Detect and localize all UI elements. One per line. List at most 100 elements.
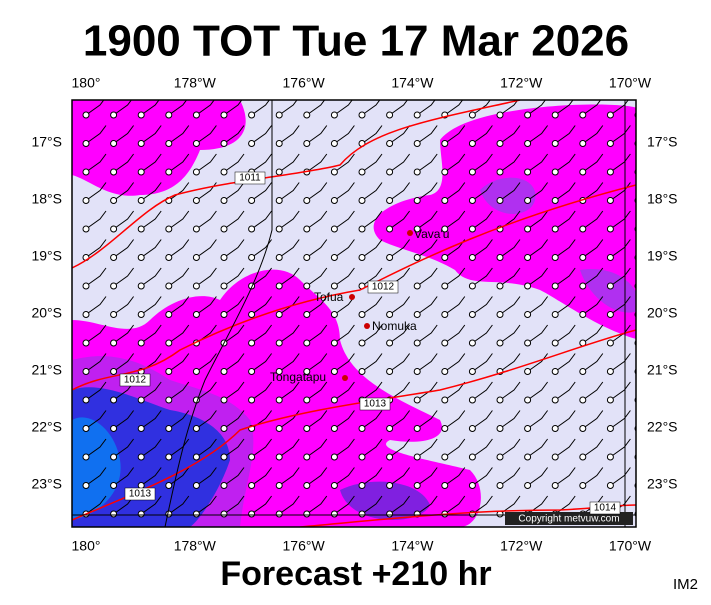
barb-station <box>358 168 366 176</box>
y-axis-label-right: 17°S <box>647 134 678 150</box>
barb-station <box>524 368 532 375</box>
wind-barb <box>554 467 576 486</box>
wind-barb <box>389 125 410 144</box>
wind-barb <box>582 296 604 315</box>
barb-station <box>579 482 587 489</box>
wind-barb <box>85 125 107 144</box>
wind-barb <box>113 324 134 344</box>
barb-station <box>524 111 532 119</box>
wind-barb <box>223 125 245 144</box>
barb-station <box>192 368 200 375</box>
wind-barb <box>444 100 464 116</box>
wind-barb <box>527 467 548 486</box>
wind-barb <box>223 296 245 315</box>
wind-barb <box>472 267 493 287</box>
wind-barb <box>306 267 328 287</box>
barb-station <box>330 482 338 489</box>
barb-station <box>192 225 200 233</box>
barb-station <box>137 111 145 119</box>
wind-barb <box>499 381 521 401</box>
barb-station <box>441 453 449 461</box>
barb-station <box>496 339 504 347</box>
wind-barb <box>168 353 190 372</box>
barb-station <box>137 168 145 176</box>
barb-station <box>165 311 173 318</box>
wind-barb <box>140 410 162 429</box>
barb-station <box>386 510 394 518</box>
wind-barb <box>444 182 466 201</box>
barb-station <box>275 368 283 375</box>
barb-station <box>82 311 90 318</box>
wind-barb <box>499 267 521 287</box>
wind-barb <box>306 438 328 458</box>
barb-station <box>220 453 228 461</box>
barb-station <box>110 482 118 489</box>
wind-barb <box>554 410 576 429</box>
barb-station <box>110 368 118 375</box>
barb-station <box>220 425 228 432</box>
barb-station <box>165 425 173 432</box>
wind-barb <box>527 239 548 258</box>
wind-barb <box>334 381 355 401</box>
wind-barb <box>472 239 493 258</box>
wind-barb <box>278 438 300 458</box>
wind-barb <box>196 467 217 486</box>
isobar-label-box <box>119 373 151 387</box>
wind-barb <box>113 153 134 173</box>
wind-barb <box>610 239 631 258</box>
barb-station <box>110 282 118 290</box>
wind-barb <box>251 467 272 486</box>
x-axis-label-top: 178°W <box>174 75 217 91</box>
wind-barb <box>113 239 134 258</box>
wind-barb <box>168 210 190 230</box>
y-axis-label-right: 19°S <box>647 248 678 264</box>
wind-barb <box>85 296 107 315</box>
wind-barb <box>168 153 190 173</box>
wind-barb <box>168 182 190 201</box>
wind-barb <box>223 438 245 458</box>
barb-station <box>413 225 421 233</box>
place-markers <box>342 230 413 381</box>
wind-barb <box>140 324 162 344</box>
wind-barb <box>389 410 410 429</box>
barb-station <box>303 311 311 318</box>
barb-station <box>82 197 90 204</box>
wind-barb <box>527 153 548 173</box>
barb-station <box>220 368 228 375</box>
wind-barb <box>610 125 631 144</box>
wind-barb <box>472 324 493 344</box>
barb-station <box>110 453 118 461</box>
wind-barb <box>251 353 272 372</box>
barb-station <box>468 254 476 261</box>
barb-station <box>330 339 338 347</box>
barb-station <box>496 140 504 147</box>
wind-barb <box>638 211 658 229</box>
barb-station <box>110 168 118 176</box>
barb-station <box>358 482 366 489</box>
barb-station <box>441 311 449 318</box>
wind-barb <box>610 182 631 201</box>
barb-station <box>413 368 421 375</box>
wind-barb <box>527 353 548 372</box>
barb-station <box>468 225 476 233</box>
barb-station <box>606 225 614 233</box>
wind-barb <box>472 210 493 230</box>
place-name: Tongatapu <box>270 370 326 384</box>
wind-barb <box>196 210 217 230</box>
wind-barb <box>251 100 270 116</box>
barb-station <box>82 339 90 347</box>
barb-station <box>248 482 256 489</box>
barb-station <box>524 396 532 404</box>
wind-barb <box>527 267 548 287</box>
barb-station <box>220 254 228 261</box>
wind-barb <box>499 324 521 344</box>
barb-station <box>165 168 173 176</box>
wind-barb <box>554 125 576 144</box>
place-name: Tofua <box>314 290 344 304</box>
barb-station <box>303 482 311 489</box>
labels: 180° 180° 178°W 178°W 176°W 176°W 174°W 174°W 17… <box>31 75 677 554</box>
wind-barb <box>85 100 105 116</box>
wind-barb <box>196 153 217 173</box>
barb-station <box>413 282 421 290</box>
wind-barb <box>610 210 631 230</box>
